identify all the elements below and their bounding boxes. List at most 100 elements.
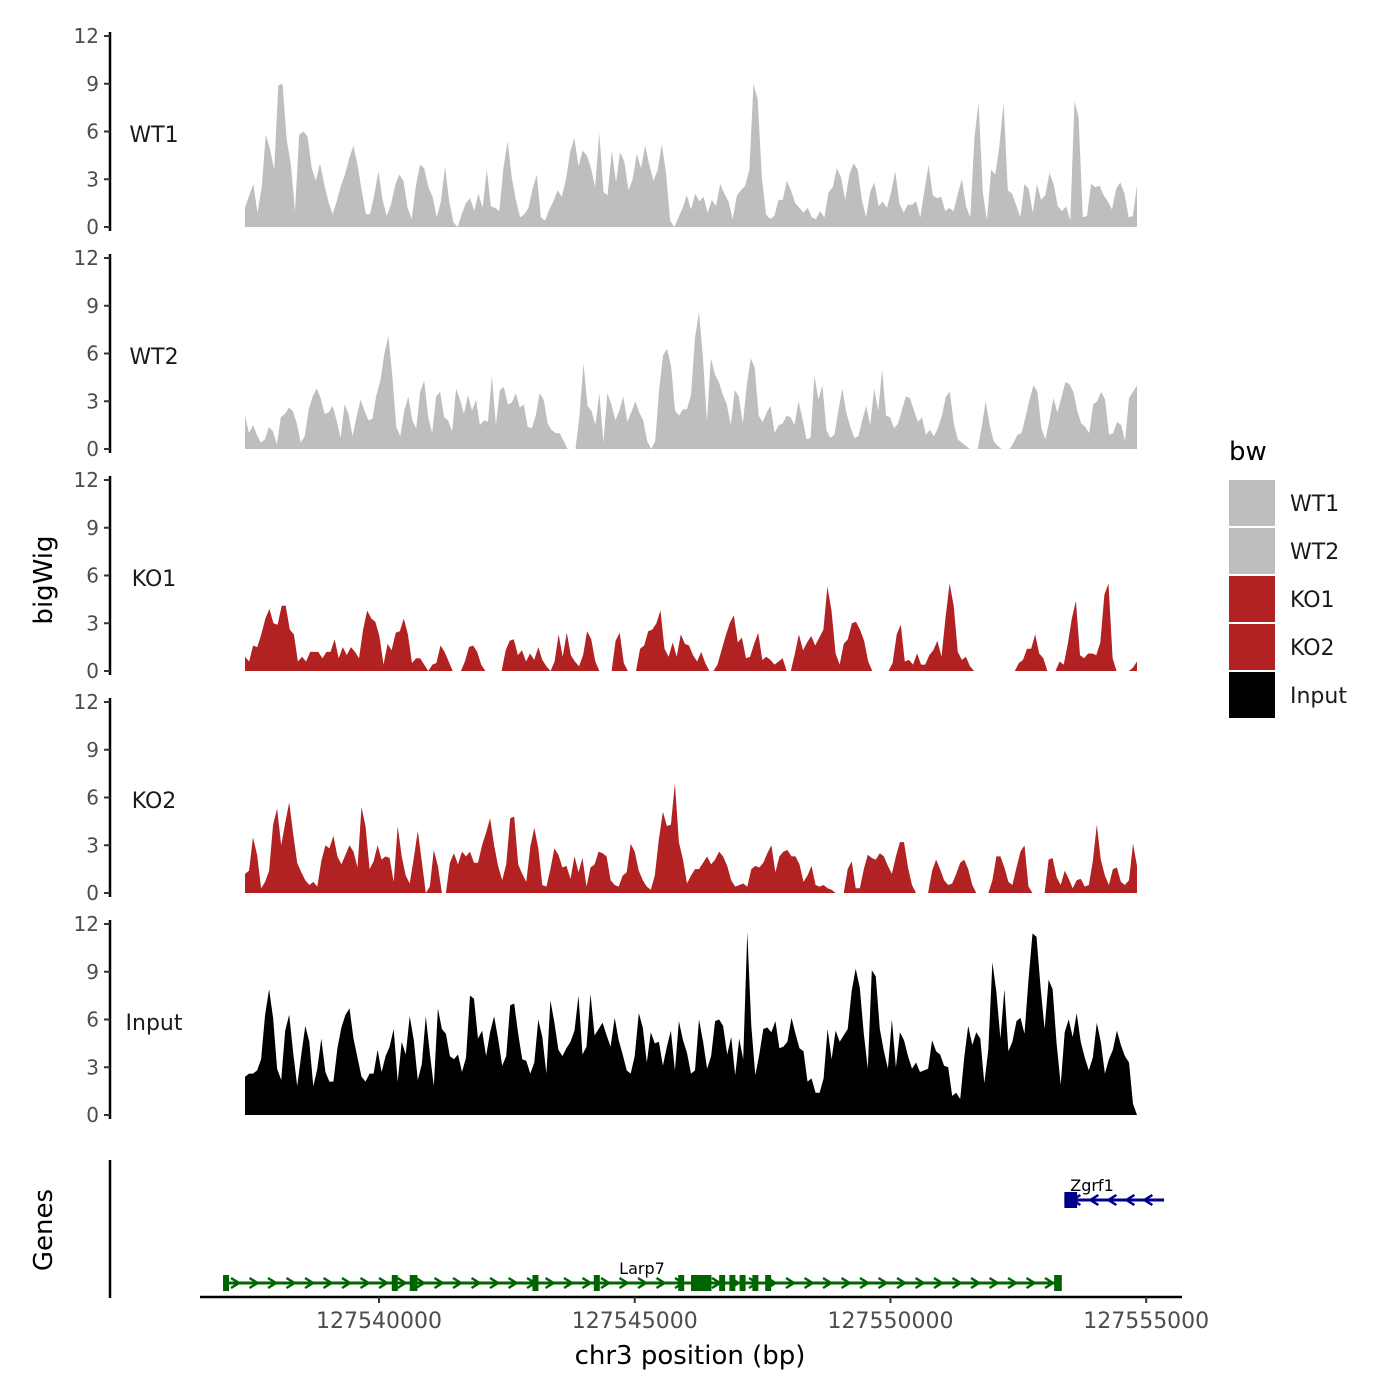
strand-arrow	[859, 1276, 871, 1290]
strand-arrow	[1124, 1193, 1136, 1207]
strand-arrow	[803, 1276, 815, 1290]
x-tick-label: 127550000	[827, 1309, 953, 1334]
strand-arrow	[1025, 1276, 1037, 1290]
legend-swatch-wt2	[1229, 528, 1275, 574]
strand-arrow	[655, 1276, 667, 1290]
area-input	[245, 932, 1137, 1115]
exon	[678, 1275, 685, 1291]
genes-track: Larp7 Zgrf1	[108, 1160, 1165, 1298]
y-tick-label: 3	[86, 1055, 99, 1079]
track-label-ko2: KO2	[132, 789, 177, 814]
gene-zgrf1: Zgrf1	[1064, 1176, 1165, 1208]
strand-arrow	[970, 1276, 982, 1290]
area-wt1	[245, 83, 1137, 227]
exon	[1069, 1192, 1078, 1208]
exon	[729, 1275, 736, 1291]
strand-arrow	[1142, 1193, 1154, 1207]
strand-arrow	[1106, 1193, 1118, 1207]
exon	[223, 1275, 230, 1291]
strand-arrow	[877, 1276, 889, 1290]
legend-swatch-input	[1229, 672, 1275, 718]
legend-label-wt2: WT2	[1290, 540, 1339, 565]
track-label-ko1: KO1	[132, 567, 177, 592]
strand-arrow	[267, 1276, 279, 1290]
exon	[719, 1275, 726, 1291]
track-label-wt1: WT1	[129, 123, 178, 148]
legend-label-input: Input	[1290, 684, 1347, 709]
y-tick-label: 0	[86, 659, 99, 683]
strand-arrow	[415, 1276, 427, 1290]
y-tick-label: 9	[86, 294, 99, 318]
y-tick-label: 6	[86, 786, 99, 810]
strand-arrow	[785, 1276, 797, 1290]
y-tick-label: 6	[86, 1008, 99, 1032]
strand-arrow	[489, 1276, 501, 1290]
y-tick-label: 3	[86, 167, 99, 191]
x-axis: 127540000 127545000 127550000 127555000	[200, 1295, 1209, 1334]
y-tick-label: 9	[86, 738, 99, 762]
area-ko2	[245, 783, 1137, 893]
gene-label-larp7: Larp7	[619, 1259, 665, 1278]
area-ko1	[245, 583, 1137, 671]
track-wt2: 0 3 6 9 12 WT2	[74, 246, 1137, 461]
y-tick-label: 12	[74, 246, 99, 270]
strand-arrow	[544, 1276, 556, 1290]
legend-label-ko2: KO2	[1290, 636, 1335, 661]
strand-arrow	[359, 1276, 371, 1290]
x-tick-label: 127555000	[1083, 1309, 1209, 1334]
strand-arrow	[304, 1276, 316, 1290]
y-tick-label: 3	[86, 389, 99, 413]
legend-label-ko1: KO1	[1290, 588, 1335, 613]
x-tick-label: 127545000	[572, 1309, 698, 1334]
strand-arrow	[618, 1276, 630, 1290]
y-tick-label: 0	[86, 215, 99, 239]
legend-swatch-ko2	[1229, 624, 1275, 670]
y-tick-label: 6	[86, 342, 99, 366]
gene-larp7: Larp7	[223, 1259, 1062, 1291]
y-tick-label: 0	[86, 437, 99, 461]
y-tick-label: 6	[86, 120, 99, 144]
y-tick-label: 9	[86, 516, 99, 540]
y-tick-label: 12	[74, 24, 99, 48]
x-axis-label: chr3 position (bp)	[575, 1341, 806, 1371]
strand-arrow	[248, 1276, 260, 1290]
strand-arrow	[230, 1276, 242, 1290]
exon	[593, 1275, 600, 1291]
track-input: 0 3 6 9 12 Input	[74, 912, 1137, 1127]
coverage-tracks: 0 3 6 9 12 WT1 0 3 6 9 12 WT2 0 3 6 9 12 KO1 0 3 6 9 12 KO2 0 3 6 9…	[74, 24, 1137, 1127]
exon	[752, 1275, 759, 1291]
strand-arrow	[470, 1276, 482, 1290]
area-wt2	[245, 312, 1137, 449]
track-label-wt2: WT2	[129, 345, 178, 370]
strand-arrow	[1044, 1276, 1056, 1290]
track-wt1: 0 3 6 9 12 WT1	[74, 24, 1137, 239]
y-tick-label: 3	[86, 833, 99, 857]
strand-arrow	[600, 1276, 612, 1290]
legend-title: bw	[1229, 437, 1267, 467]
y-tick-label: 0	[86, 881, 99, 905]
legend-label-wt1: WT1	[1290, 492, 1339, 517]
y-tick-label: 9	[86, 72, 99, 96]
strand-arrow	[322, 1276, 334, 1290]
strand-arrow	[896, 1276, 908, 1290]
strand-arrow	[637, 1276, 649, 1290]
genes-track-label: Genes	[29, 1189, 59, 1271]
strand-arrow	[452, 1276, 464, 1290]
strand-arrow	[507, 1276, 519, 1290]
legend: bw WT1 WT2 KO1 KO2 Input	[1229, 437, 1347, 718]
track-label-input: Input	[126, 1011, 183, 1036]
strand-arrow	[840, 1276, 852, 1290]
strand-arrow	[1007, 1276, 1019, 1290]
exon	[691, 1275, 712, 1291]
strand-arrow	[914, 1276, 926, 1290]
exon	[532, 1275, 539, 1291]
y-tick-label: 12	[74, 468, 99, 492]
y-axis-label: bigWig	[29, 535, 59, 624]
y-tick-label: 12	[74, 912, 99, 936]
strand-arrow	[951, 1276, 963, 1290]
strand-arrow	[433, 1276, 445, 1290]
exon	[409, 1275, 418, 1291]
legend-swatch-ko1	[1229, 576, 1275, 622]
exon	[1064, 1192, 1071, 1208]
